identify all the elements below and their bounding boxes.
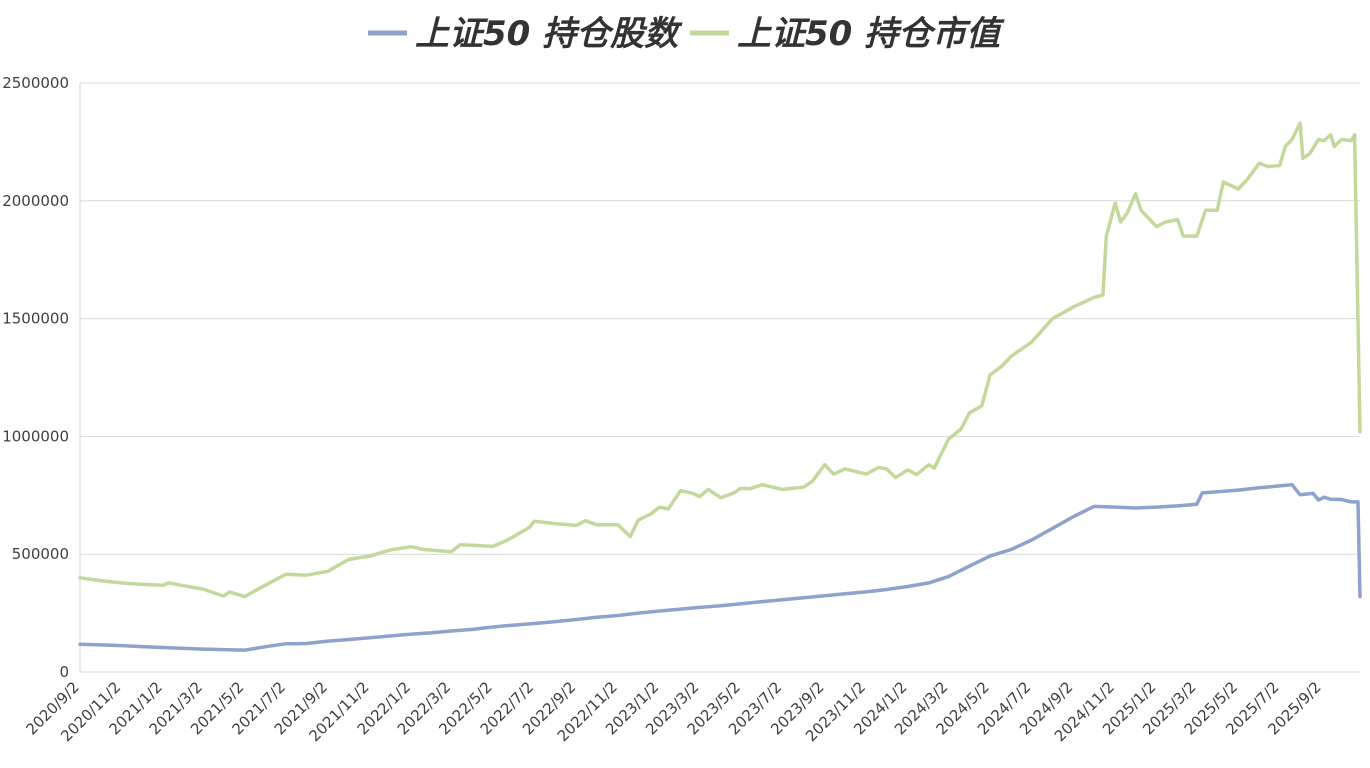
legend-label-market-value: 上证50 持仓市值 xyxy=(737,14,1005,54)
series-line-shares xyxy=(78,482,1362,652)
y-tick-label: 0 xyxy=(59,663,69,681)
series-lines xyxy=(78,121,1362,652)
y-tick-label: 1000000 xyxy=(2,427,69,445)
y-axis-ticks: 0 500000 1000000 1500000 2000000 2500000 xyxy=(2,74,69,681)
x-axis-ticks: 2020/9/22020/11/22021/1/22021/3/22021/5/… xyxy=(22,678,1324,745)
chart-legend: 上证50 持仓股数 上证50 持仓市值 xyxy=(368,14,1005,54)
y-tick-label: 2500000 xyxy=(2,74,69,92)
y-tick-label: 2000000 xyxy=(2,192,69,210)
y-tick-label: 1500000 xyxy=(2,310,69,328)
y-tick-label: 500000 xyxy=(12,545,69,563)
legend-label-shares: 上证50 持仓股数 xyxy=(415,14,683,54)
gridlines xyxy=(79,82,1360,673)
series-line-market-value xyxy=(78,121,1362,599)
